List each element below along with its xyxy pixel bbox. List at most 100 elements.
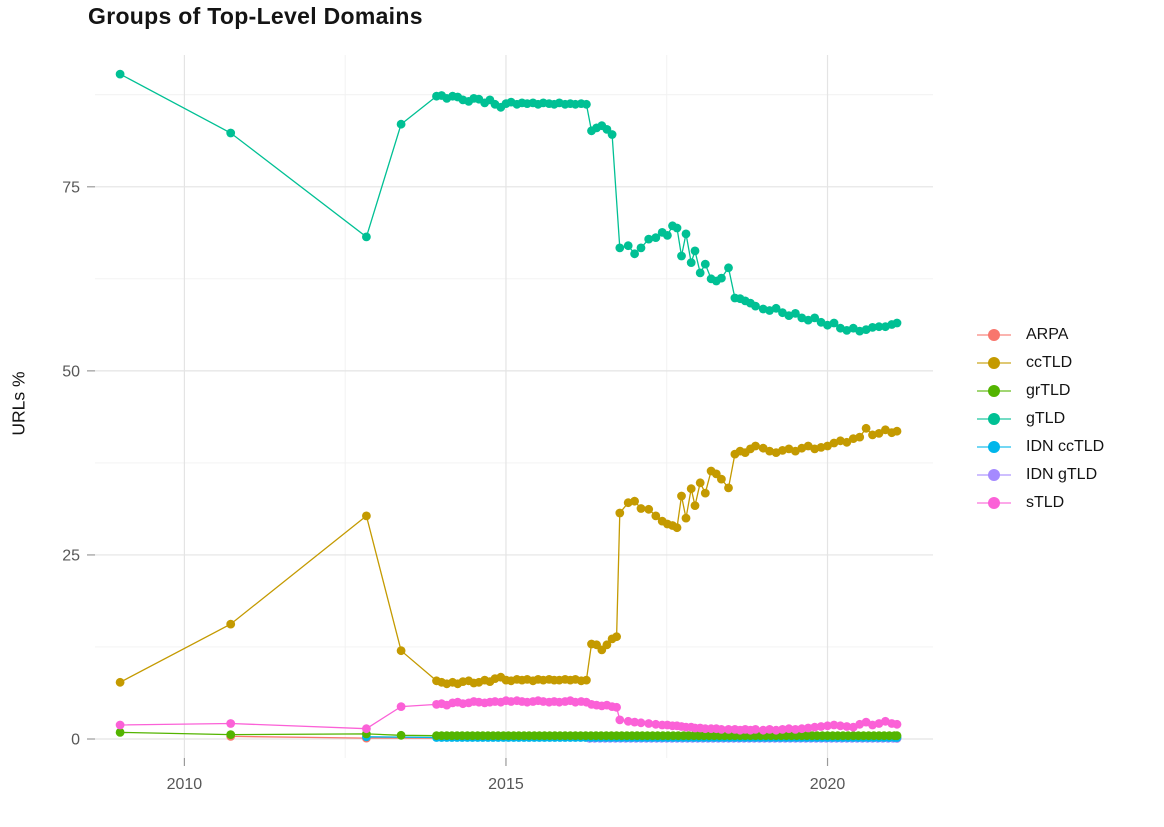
data-point xyxy=(115,720,125,730)
legend-item-cctld: ccTLD xyxy=(977,349,1104,377)
data-point xyxy=(115,69,125,79)
legend-item-idn-cctld: IDN ccTLD xyxy=(977,433,1104,461)
series-gtld xyxy=(115,69,902,336)
data-point xyxy=(724,263,733,273)
data-point xyxy=(602,640,612,650)
data-point xyxy=(681,513,691,523)
data-point xyxy=(651,233,661,243)
data-point xyxy=(823,721,832,731)
gridlines-minor xyxy=(95,55,933,758)
data-point xyxy=(695,478,705,488)
data-point xyxy=(874,429,884,438)
data-point xyxy=(751,301,760,311)
x-tick-label: 2015 xyxy=(488,776,524,793)
legend-item-grtld: grTLD xyxy=(977,377,1104,405)
data-point xyxy=(362,232,371,242)
data-point xyxy=(855,432,865,442)
x-tick-label: 2010 xyxy=(167,776,203,793)
data-point xyxy=(677,491,686,501)
data-point xyxy=(861,423,871,433)
x-tick-labels: 2010 2015 2020 xyxy=(167,776,846,793)
data-point xyxy=(803,723,813,733)
data-point xyxy=(829,720,839,730)
legend-swatch xyxy=(977,497,1011,509)
data-point xyxy=(636,504,646,513)
data-point xyxy=(892,426,902,436)
data-point xyxy=(226,730,236,739)
data-point xyxy=(892,719,902,729)
data-point xyxy=(778,725,787,734)
data-point xyxy=(842,722,852,731)
data-point xyxy=(791,725,800,734)
data-point xyxy=(717,725,726,734)
data-point xyxy=(115,677,125,687)
data-point xyxy=(630,496,639,506)
data-point xyxy=(686,258,696,267)
legend-swatch xyxy=(977,441,1011,453)
y-tick-label: 50 xyxy=(62,363,80,380)
data-point xyxy=(226,719,236,728)
series-grtld xyxy=(115,728,902,741)
y-tick-labels: 0 25 50 75 xyxy=(62,179,80,748)
data-point xyxy=(751,725,760,734)
data-point xyxy=(396,119,406,129)
data-point xyxy=(362,724,371,734)
data-point xyxy=(396,646,406,656)
legend-label: ccTLD xyxy=(1026,354,1073,371)
data-point xyxy=(771,303,781,313)
chart-title: Groups of Top-Level Domains xyxy=(88,3,423,29)
data-point xyxy=(892,318,902,328)
data-point xyxy=(797,724,807,734)
data-point xyxy=(810,313,820,323)
legend-label: sTLD xyxy=(1026,494,1065,511)
legend-label: grTLD xyxy=(1026,382,1071,399)
y-tick-label: 75 xyxy=(62,179,80,196)
legend-dot-icon xyxy=(988,329,1000,341)
data-point xyxy=(630,249,639,259)
data-point xyxy=(630,717,639,727)
legend-label: IDN ccTLD xyxy=(1026,438,1105,455)
legend-swatch xyxy=(977,469,1011,481)
data-point xyxy=(816,722,826,731)
data-point xyxy=(765,725,774,734)
legend-label: IDN gTLD xyxy=(1026,466,1098,483)
y-tick-label: 25 xyxy=(62,547,80,564)
data-point xyxy=(695,268,705,278)
data-point xyxy=(700,488,710,498)
data-point xyxy=(810,722,820,732)
data-point xyxy=(717,474,726,484)
data-point xyxy=(724,483,733,493)
data-point xyxy=(362,511,371,521)
data-point xyxy=(690,246,700,256)
data-point xyxy=(868,323,877,332)
data-point xyxy=(836,721,845,731)
gridlines-major xyxy=(95,55,933,758)
data-point xyxy=(615,715,625,725)
legend-dot-icon xyxy=(988,497,1000,509)
data-point xyxy=(651,511,661,521)
series-line xyxy=(119,73,898,332)
legend-dot-icon xyxy=(988,441,1000,453)
data-point xyxy=(690,501,700,510)
data-point xyxy=(686,484,696,494)
legend-dot-icon xyxy=(988,469,1000,481)
data-point xyxy=(623,716,633,726)
data-point xyxy=(672,523,682,533)
data-point xyxy=(615,243,625,253)
legend-swatch xyxy=(977,413,1011,425)
legend-item-stld: sTLD xyxy=(977,489,1104,517)
data-point xyxy=(615,508,625,518)
data-point xyxy=(700,259,710,269)
data-point xyxy=(612,702,621,712)
data-point xyxy=(663,231,672,240)
series-stld xyxy=(115,696,902,735)
data-point xyxy=(791,309,800,318)
data-point xyxy=(842,437,852,447)
data-point xyxy=(724,725,733,734)
data-point xyxy=(829,318,839,328)
legend: ARPA ccTLD grTLD gTLD IDN ccTLD IDN gTLD sTLD xyxy=(977,321,1104,517)
data-point xyxy=(644,719,654,728)
data-point xyxy=(226,619,236,629)
